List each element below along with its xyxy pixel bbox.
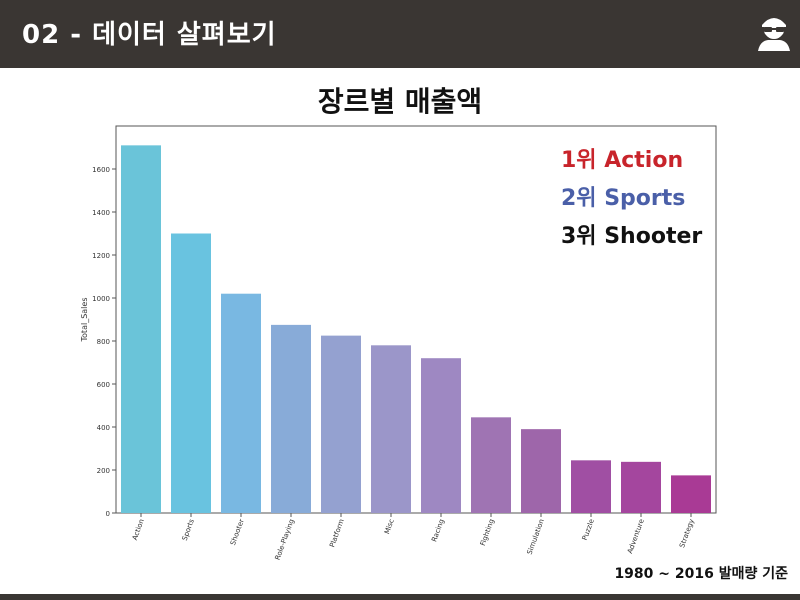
x-tick-label: Puzzle: [581, 518, 596, 542]
bar-adventure: [621, 461, 661, 513]
rank-1-label: 1위 Action: [561, 148, 684, 173]
y-tick-label: 0: [106, 510, 110, 518]
footnote: 1980 ~ 2016 발매량 기준: [614, 566, 788, 582]
x-tick-label: Shooter: [229, 518, 246, 547]
x-tick-label: Adventure: [626, 518, 646, 555]
chart-svg: 0 200 400 600 800 1000 1200 1400 1600 Total_Sales…: [80, 125, 717, 560]
x-tick-label: Simulation: [526, 518, 546, 556]
bar-racing: [421, 358, 461, 513]
bar-puzzle: [571, 460, 611, 513]
avatar-icon: [758, 18, 790, 51]
y-tick-label: 1200: [92, 252, 110, 260]
y-tick-label: 400: [97, 424, 110, 432]
x-tick-label: Racing: [430, 518, 446, 543]
plot-frame: [115, 125, 717, 514]
bar-role-playing: [271, 324, 311, 513]
y-axis-label: Total_Sales: [80, 298, 89, 343]
x-tick-label: Action: [131, 518, 146, 541]
bar-misc: [371, 345, 411, 513]
y-tick-label: 200: [97, 467, 110, 475]
x-tick-label: Role-Playing: [274, 518, 296, 560]
rank-3-label: 3위 Shooter: [561, 224, 703, 249]
x-tick-label: Sports: [181, 518, 196, 542]
x-tick-label: Misc: [383, 518, 396, 535]
x-tick-label: Fighting: [479, 518, 496, 547]
x-tick-label: Strategy: [678, 518, 696, 549]
rank-2-label: 2위 Sports: [561, 186, 686, 211]
page-title: 장르별 매출액: [317, 85, 483, 118]
bar-sports: [171, 233, 211, 513]
bar-fighting: [471, 417, 511, 513]
bar-shooter: [221, 293, 261, 513]
bar-action: [121, 145, 161, 513]
header-bar: 02 - 데이터 살펴보기: [0, 0, 800, 68]
x-tick-label: Platform: [328, 518, 346, 549]
y-tick-label: 600: [97, 381, 110, 389]
y-tick-label: 800: [97, 338, 110, 346]
bar-simulation: [521, 429, 561, 513]
bar-strategy: [671, 475, 711, 513]
y-tick-label: 1000: [92, 295, 110, 303]
footer-bar: [0, 594, 800, 600]
y-tick-label: 1400: [92, 209, 110, 217]
header-title: 02 - 데이터 살펴보기: [22, 20, 277, 50]
y-tick-label: 1600: [92, 166, 110, 174]
bar-platform: [321, 335, 361, 513]
bar-chart: 0 200 400 600 800 1000 1200 1400 1600 Total_Sales…: [78, 124, 738, 560]
